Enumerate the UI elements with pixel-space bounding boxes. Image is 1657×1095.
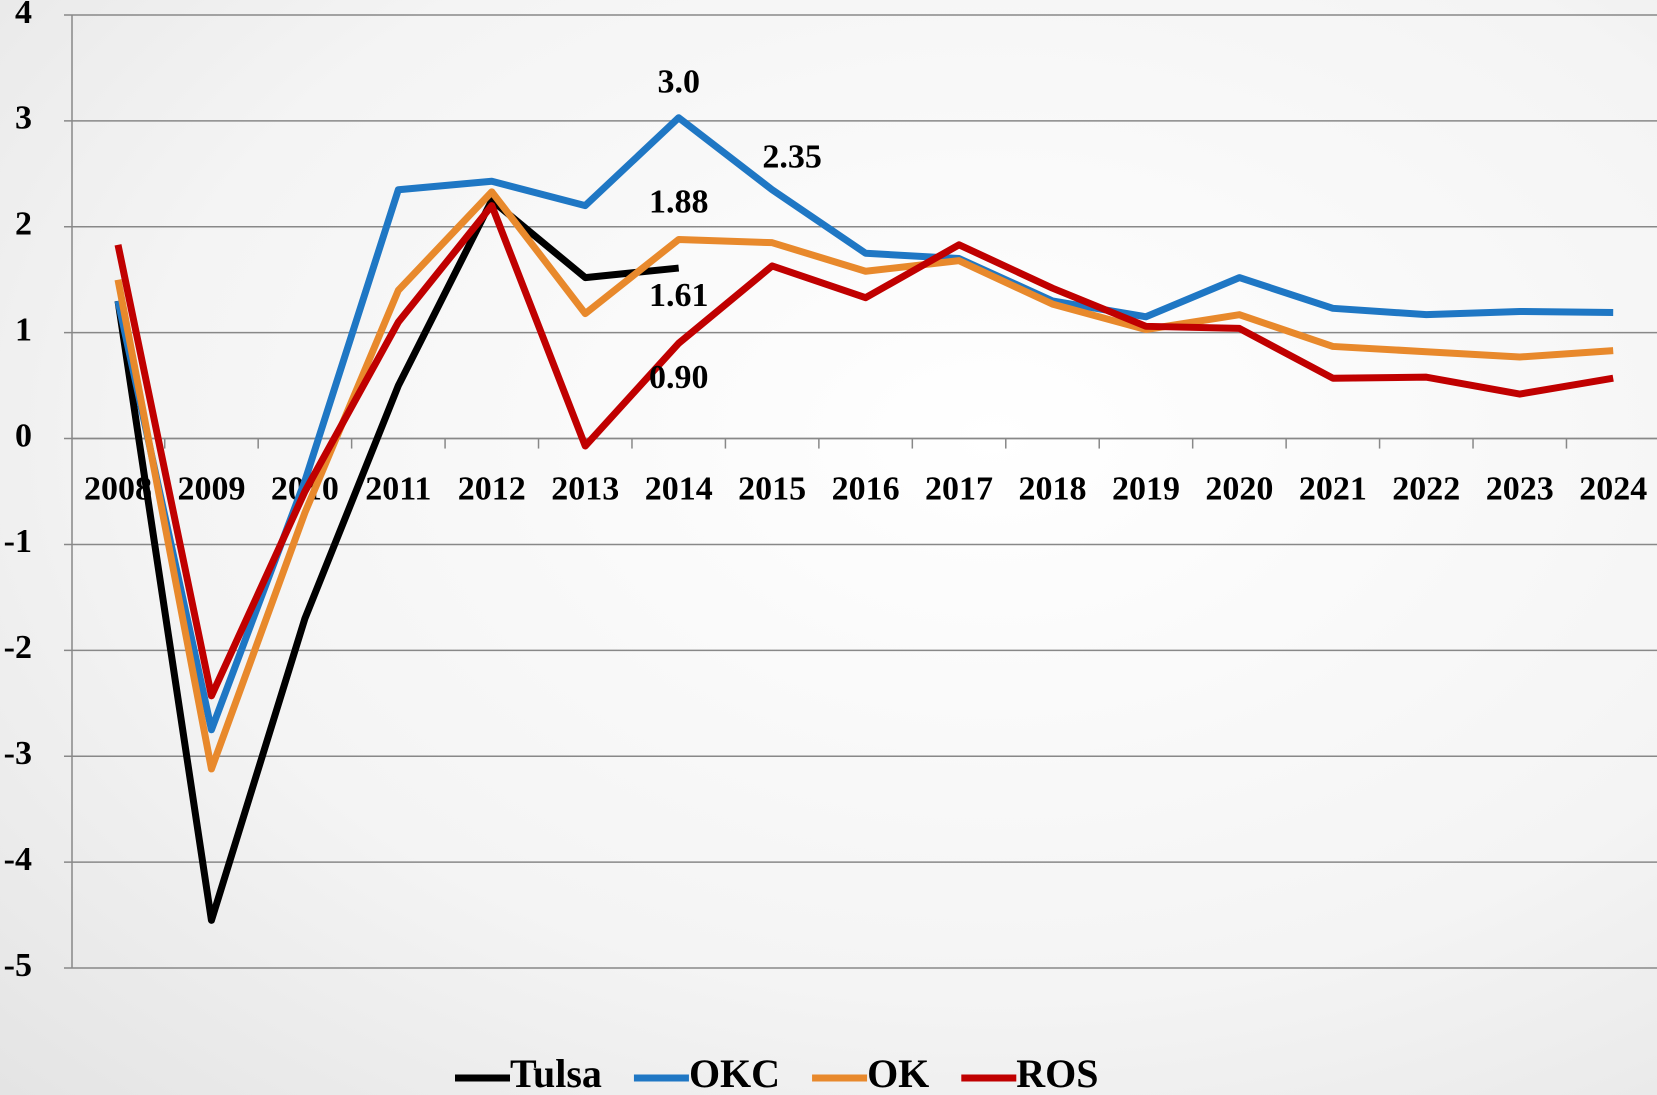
x-tick-label: 2017 — [925, 470, 993, 507]
data-label: 1.88 — [649, 183, 709, 220]
series-line — [114, 114, 1614, 734]
y-tick-label: -4 — [4, 841, 32, 878]
y-tick-label: 0 — [15, 417, 32, 454]
series-line — [114, 188, 1614, 773]
legend-label: Tulsa — [510, 1051, 602, 1095]
y-tick-label: -2 — [4, 629, 32, 666]
x-tick-label: 2008 — [84, 470, 152, 507]
y-tick-label: -5 — [4, 947, 32, 984]
x-tick-label: 2012 — [458, 470, 526, 507]
x-tick-label: 2020 — [1205, 470, 1273, 507]
x-tick-label: 2023 — [1486, 470, 1554, 507]
x-tick-label: 2024 — [1579, 470, 1647, 507]
x-tick-label: 2021 — [1299, 470, 1367, 507]
legend-label: ROS — [1016, 1051, 1098, 1095]
data-label: 3.0 — [657, 64, 700, 101]
y-tick-label: 2 — [15, 206, 32, 243]
x-tick-label: 2009 — [177, 470, 245, 507]
series-line — [114, 196, 680, 924]
data-label: 0.90 — [649, 359, 709, 396]
y-tick-label: -3 — [4, 735, 32, 772]
y-tick-label: 4 — [15, 0, 32, 31]
x-tick-label: 2011 — [365, 470, 431, 507]
legend-label: OKC — [689, 1051, 780, 1095]
data-label: 2.35 — [762, 139, 822, 176]
x-tick-label: 2019 — [1112, 470, 1180, 507]
x-tick-label: 2015 — [738, 470, 806, 507]
series-line — [114, 202, 1614, 700]
y-tick-label: 3 — [15, 100, 32, 137]
y-tick-label: 1 — [15, 311, 32, 348]
data-label: 1.61 — [649, 277, 709, 314]
y-tick-label: -1 — [4, 523, 32, 560]
x-tick-label: 2022 — [1392, 470, 1460, 507]
legend-label: OK — [867, 1051, 929, 1095]
x-tick-label: 2016 — [832, 470, 900, 507]
x-tick-label: 2018 — [1019, 470, 1087, 507]
x-tick-label: 2014 — [645, 470, 713, 507]
x-tick-label: 2013 — [551, 470, 619, 507]
